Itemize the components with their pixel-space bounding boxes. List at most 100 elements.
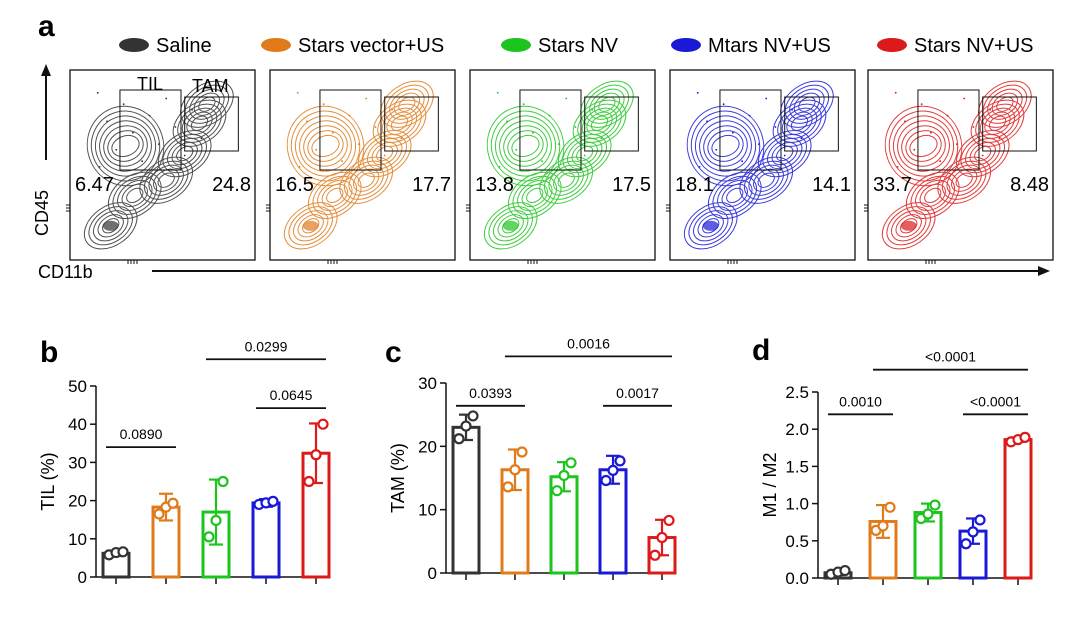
p-value-label: 0.0016 [567,335,610,351]
event-dot [157,143,160,146]
event-dot [322,103,325,106]
flow-plot: 18.1 14.1 [666,69,856,264]
cell-contour [88,206,133,246]
bar [598,468,628,575]
til-contour [503,125,548,167]
cell-contour [384,84,430,124]
cell-contour [566,137,603,170]
cell-contour [153,168,180,192]
cell-contour [389,88,425,120]
cell-contour [798,96,816,112]
cell-contour [398,96,416,112]
event-dot [332,131,334,134]
y-tick-label: 1.0 [785,495,809,514]
p-value-label: 0.0010 [839,393,882,409]
data-point [153,508,165,520]
til-contour [295,115,356,177]
cell-contour [393,92,421,116]
til-gate [319,89,382,171]
event-dot [296,91,299,94]
contour-population [83,80,234,250]
event-dot [757,143,760,146]
cell-contour [553,168,580,192]
data-point [310,449,322,461]
event-dot [96,91,99,94]
data-point [974,514,986,526]
til-percentage: 33.7 [873,174,912,196]
cell-contour [112,175,157,216]
cell-contour [781,107,818,139]
data-point [502,481,514,493]
event-dot [165,97,168,100]
event-dot [920,103,923,106]
data-point [839,564,851,577]
til-gate [119,89,182,171]
til-contour [893,115,954,177]
data-point [922,508,934,520]
y-tick-label: 20 [68,492,87,511]
event-dot [741,160,744,163]
data-point [929,499,941,511]
cell-contour [507,171,562,220]
contour-population [483,80,634,250]
event-dot [557,143,560,146]
tam-gate [584,96,639,152]
event-dot [696,91,699,94]
dense-core [900,220,917,231]
data-point [565,457,577,469]
til-percentage: 16.5 [275,174,314,196]
data-point [551,485,563,497]
flow-plot: 13.8 17.5 [466,69,656,264]
til-gate-label: TIL [137,74,163,94]
data-point [1019,431,1031,443]
bar [451,425,481,575]
data-point [516,446,528,458]
til-contour [690,110,761,182]
p-value-label: 0.0017 [616,385,659,401]
event-dot [913,148,916,151]
tam-gate [982,96,1037,152]
data-point [656,531,668,544]
til-contour [495,115,556,177]
cell-contour [772,99,827,147]
cell-contour [512,175,557,216]
cell-contour [900,218,918,234]
cell-contour [107,171,162,220]
cell-contour [198,96,216,112]
til-contour [303,125,348,167]
cell-contour [343,160,389,200]
p-value-label: 0.0890 [120,426,163,442]
data-point [663,514,675,527]
data-point [967,526,979,538]
cell-contour [766,137,803,170]
data-point [607,464,619,476]
event-dot [132,131,134,134]
dense-core [502,220,519,231]
y-axis-title: TIL (%) [38,452,58,510]
til-contour [901,125,946,167]
event-dot [365,97,368,100]
cell-contour [126,187,144,204]
tam-percentage: 8.48 [1010,174,1049,196]
cell-contour [353,168,380,192]
y-tick-label: 10 [68,530,87,549]
event-dot [383,154,386,157]
cell-contour [982,84,1028,124]
event-dot [341,160,344,163]
data-point [614,455,626,467]
y-axis-title: M1 / M2 [760,452,780,517]
cell-contour [580,80,634,128]
til-contour [897,120,950,172]
data-point [303,475,315,488]
y-axis-title: TAM (%) [388,443,408,513]
event-dot [400,137,403,140]
cell-contour [777,103,822,143]
cell-contour [964,137,1001,170]
cell-contour [960,133,1005,174]
cell-contour [189,88,225,120]
legend-swatch [671,38,701,52]
event-dot [115,148,118,151]
y-tick-label: 40 [68,415,87,434]
cell-contour [321,183,348,208]
data-point [210,514,222,527]
